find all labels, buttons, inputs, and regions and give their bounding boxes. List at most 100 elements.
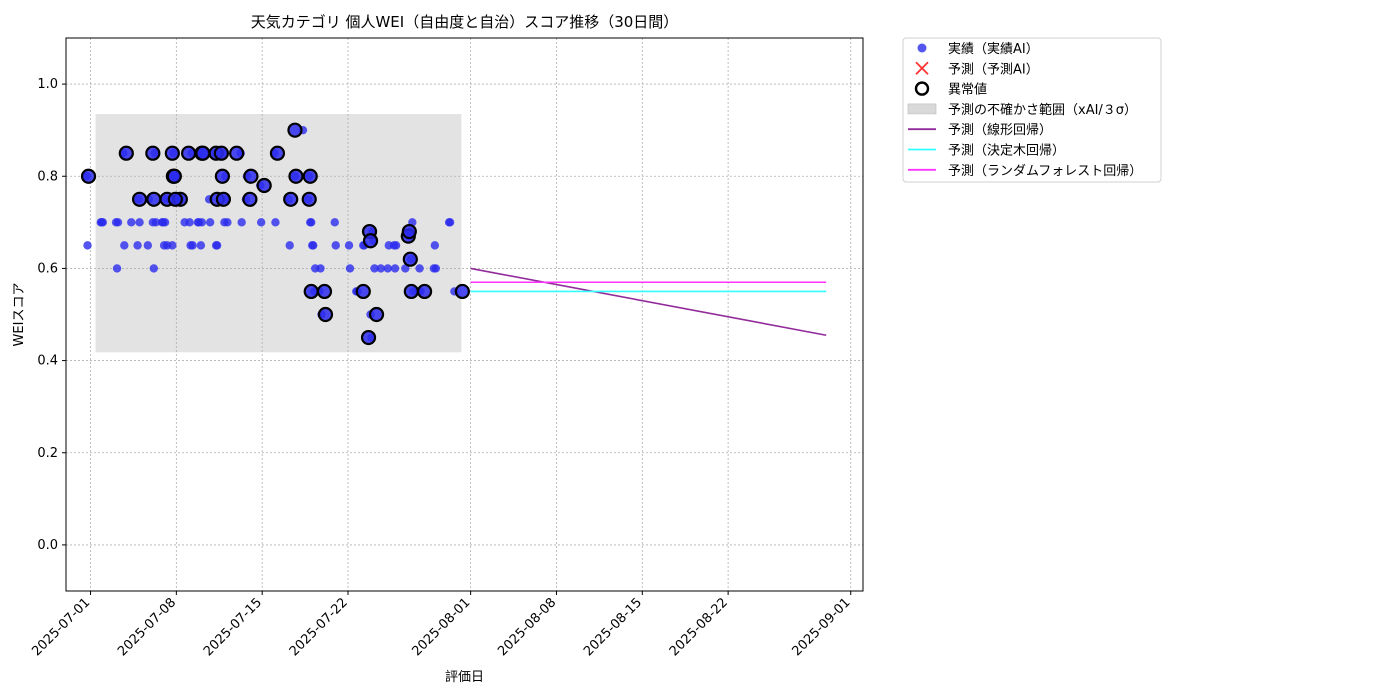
anomaly-point xyxy=(146,191,162,207)
anomaly-point xyxy=(242,191,258,207)
anomaly-point xyxy=(118,145,134,161)
anomaly-point xyxy=(402,251,418,267)
actual-point xyxy=(344,241,354,250)
anomaly-point xyxy=(416,283,433,300)
actual-point xyxy=(330,218,339,227)
actual-point xyxy=(135,218,144,227)
actual-point xyxy=(316,264,325,273)
actual-point xyxy=(415,264,424,273)
actual-point xyxy=(431,264,441,273)
anomaly-point xyxy=(256,177,272,194)
x-tick-label: 2025-09-01 xyxy=(790,595,854,659)
anomaly-point xyxy=(454,283,470,300)
actual-point xyxy=(345,264,355,273)
legend-actual-marker xyxy=(917,43,927,53)
plot-frame xyxy=(65,37,864,592)
anomaly-point xyxy=(164,145,180,161)
x-tick-label: 2025-07-22 xyxy=(287,595,351,659)
actual-point xyxy=(127,218,136,227)
anomaly-point xyxy=(195,145,211,161)
actual-point xyxy=(401,264,410,273)
x-tick-label: 2025-08-15 xyxy=(581,595,645,659)
anomaly-point xyxy=(360,329,377,346)
x-tick-label: 2025-07-15 xyxy=(201,595,265,659)
legend-tree-label: 予測（決定木回帰） xyxy=(948,143,1065,159)
actual-point xyxy=(196,241,206,250)
actual-point xyxy=(83,241,92,250)
anomaly-point xyxy=(368,306,385,323)
actual-point xyxy=(143,241,153,250)
anomaly-point xyxy=(215,191,231,207)
x-tick-label: 2025-07-01 xyxy=(29,595,93,659)
legend-linear-label: 予測（線形回帰） xyxy=(948,122,1052,138)
anomaly-point xyxy=(80,168,97,184)
actual-point xyxy=(205,218,215,227)
anomaly-point xyxy=(403,283,419,300)
y-tick-label: 0.8 xyxy=(37,169,58,184)
actual-point xyxy=(113,218,123,227)
actual-point xyxy=(188,241,197,250)
actual-point xyxy=(307,218,316,227)
actual-point xyxy=(151,218,161,227)
actual-point xyxy=(149,264,159,273)
legend-box xyxy=(902,37,1162,183)
legend-predicted-marker xyxy=(915,61,929,75)
anomaly-point xyxy=(166,168,182,184)
anomaly-point xyxy=(269,145,286,161)
actual-point xyxy=(430,241,440,250)
legend-predicted-label: 予測（予測AI） xyxy=(948,62,1039,77)
linear-regression-line xyxy=(470,267,827,337)
x-tick-label: 2025-08-01 xyxy=(409,595,473,659)
actual-point xyxy=(256,218,266,227)
legend-actual-label: 実績（実績AI） xyxy=(948,41,1039,57)
actual-point xyxy=(331,241,340,250)
anomaly-point xyxy=(317,306,334,323)
actual-point xyxy=(212,241,222,250)
anomaly-point xyxy=(131,191,148,207)
anomaly-point xyxy=(362,233,379,249)
actual-point xyxy=(391,241,401,250)
actual-point xyxy=(133,241,142,250)
actual-point xyxy=(160,218,170,227)
anomaly-point xyxy=(229,145,245,161)
actual-point xyxy=(271,218,280,227)
anomaly-point xyxy=(288,168,304,184)
legend-anomaly-label: 異常値 xyxy=(948,82,987,98)
legend-forest-label: 予測（ランダムフォレスト回帰） xyxy=(948,163,1142,179)
actual-point xyxy=(376,264,385,273)
anomaly-point xyxy=(145,145,161,161)
actual-point xyxy=(390,264,400,273)
actual-point xyxy=(309,241,318,250)
anomaly-point xyxy=(303,283,319,300)
x-axis-label: 評価日 xyxy=(445,670,484,685)
actual-point xyxy=(112,264,122,273)
anomaly-point xyxy=(401,223,417,240)
actual-point xyxy=(180,218,189,227)
anomaly-point xyxy=(302,168,318,184)
anomaly-point xyxy=(243,168,259,184)
y-tick-label: 1.0 xyxy=(37,77,58,92)
y-axis-label: WEIスコア xyxy=(12,283,27,347)
anomaly-point xyxy=(355,283,371,300)
actual-point xyxy=(223,218,232,227)
x-tick-label: 2025-08-22 xyxy=(667,595,731,659)
anomaly-point xyxy=(167,191,183,207)
actual-point xyxy=(168,241,177,250)
legend-band-swatch xyxy=(907,103,937,115)
y-tick-label: 0.6 xyxy=(37,261,58,276)
anomaly-point xyxy=(301,191,317,207)
actual-point xyxy=(445,218,455,227)
actual-point xyxy=(383,264,392,273)
y-tick-label: 0.2 xyxy=(37,446,58,461)
x-tick-label: 2025-07-08 xyxy=(115,595,179,659)
actual-point xyxy=(370,264,379,273)
chart-title: 天気カテゴリ 個人WEI（自由度と自治）スコア推移（30日間） xyxy=(251,13,679,31)
x-tick-label: 2025-08-08 xyxy=(495,595,559,659)
anomaly-point xyxy=(316,283,333,300)
y-tick-label: 0.0 xyxy=(37,538,58,553)
anomaly-point xyxy=(181,145,197,161)
actual-point xyxy=(120,241,129,250)
anomaly-point xyxy=(287,122,303,138)
